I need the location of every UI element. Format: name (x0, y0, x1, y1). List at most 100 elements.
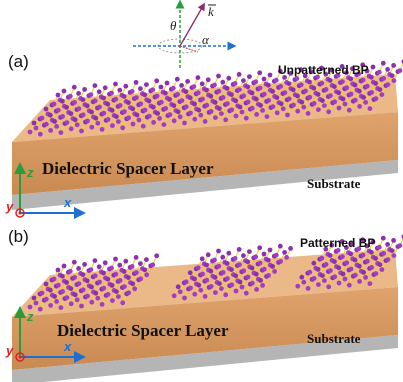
z-label: z (26, 165, 34, 180)
atom (114, 289, 119, 294)
atom (48, 113, 53, 118)
atom (306, 111, 311, 116)
atom (85, 278, 90, 283)
k-label: k (208, 4, 214, 19)
atom (209, 109, 214, 114)
atom (69, 126, 74, 131)
atom (344, 85, 349, 90)
atom (60, 274, 65, 279)
atom (369, 75, 374, 80)
atom (229, 267, 234, 272)
atom (257, 70, 262, 75)
atom (288, 246, 293, 251)
atom (95, 296, 100, 301)
atom (75, 297, 80, 302)
atom (219, 111, 224, 116)
atom (130, 264, 135, 269)
atom (130, 106, 135, 111)
atom (135, 113, 140, 118)
atom (221, 95, 226, 100)
atom (163, 91, 168, 96)
atom (262, 77, 267, 82)
atom (381, 61, 386, 66)
atom (150, 262, 155, 267)
atom (208, 94, 213, 99)
atom (200, 256, 205, 261)
atom (143, 108, 148, 113)
atom (221, 270, 226, 275)
spacer-label: Dielectric Spacer Layer (42, 159, 214, 178)
atom (64, 105, 69, 110)
atom (238, 280, 243, 285)
atom (250, 106, 255, 111)
atom (44, 297, 49, 302)
atom (163, 106, 168, 111)
atom (250, 281, 255, 286)
atom (237, 87, 242, 92)
atom (241, 253, 246, 258)
atom (361, 253, 366, 258)
atom (260, 108, 265, 113)
atom (44, 282, 49, 287)
atom (262, 92, 267, 97)
atom (266, 83, 271, 88)
atom (206, 252, 211, 257)
atom (117, 88, 122, 93)
theta: θ (170, 18, 177, 33)
atom (374, 96, 379, 101)
atom (126, 290, 131, 295)
atom (172, 293, 177, 298)
atom (138, 261, 143, 266)
atom (72, 260, 77, 265)
atom (155, 111, 160, 116)
atom (59, 305, 64, 310)
atom (64, 280, 69, 285)
atom (287, 81, 292, 86)
atom (343, 102, 348, 107)
atom (343, 277, 348, 282)
atom (132, 286, 137, 291)
atom (172, 118, 177, 123)
atom (62, 264, 67, 269)
atom (377, 70, 382, 75)
atom (279, 101, 284, 106)
atom (110, 108, 115, 113)
atom (225, 261, 230, 266)
atom (126, 100, 131, 105)
atom (250, 266, 255, 271)
atom (82, 262, 87, 267)
atom (369, 90, 374, 95)
atom (52, 102, 57, 107)
atom (196, 90, 201, 95)
atom (374, 271, 379, 276)
atom (72, 275, 77, 280)
atom (93, 273, 98, 278)
atom (223, 292, 228, 297)
atom (196, 283, 201, 288)
atom (357, 264, 362, 269)
atom (122, 109, 127, 114)
atom (307, 80, 312, 85)
atom (291, 87, 296, 92)
atom (253, 79, 258, 84)
atom (150, 87, 155, 92)
atom (113, 97, 118, 102)
atom (72, 85, 77, 90)
atom (274, 253, 279, 258)
atom (120, 300, 125, 305)
atom (56, 283, 61, 288)
atom (198, 113, 203, 118)
atom (371, 65, 376, 70)
atom (320, 98, 325, 103)
atom (262, 267, 267, 272)
atom (316, 107, 321, 112)
atom (81, 287, 86, 292)
y-label: y (5, 343, 14, 358)
panel-title: Unpatterned BP (278, 63, 369, 77)
panel (12, 59, 403, 217)
atom (34, 126, 39, 131)
atom (283, 90, 288, 95)
atom (268, 73, 273, 78)
atom (114, 114, 119, 119)
atom (110, 283, 115, 288)
